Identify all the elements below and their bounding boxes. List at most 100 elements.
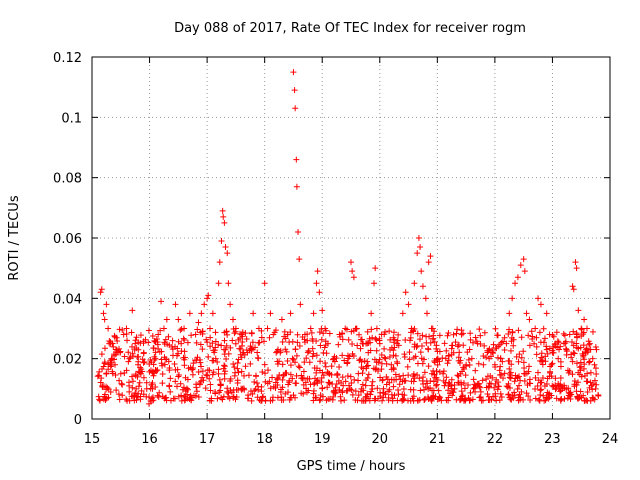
data-point	[538, 350, 545, 357]
data-point	[234, 360, 241, 367]
data-point	[158, 348, 165, 355]
chart-title: Day 088 of 2017, Rate Of TEC Index for r…	[174, 21, 526, 36]
data-point	[448, 376, 455, 383]
data-point	[123, 325, 130, 332]
data-point	[306, 359, 313, 366]
data-point	[383, 373, 390, 380]
data-point	[167, 388, 174, 395]
data-point	[570, 286, 577, 293]
data-point	[533, 351, 540, 358]
data-point	[474, 380, 481, 387]
data-point	[260, 393, 267, 400]
data-point	[198, 310, 205, 317]
data-point	[291, 87, 298, 94]
data-point	[160, 325, 167, 332]
data-point	[511, 378, 518, 385]
data-point	[110, 343, 117, 350]
data-point	[344, 360, 351, 367]
data-point	[255, 339, 262, 346]
data-point	[425, 385, 432, 392]
data-point	[517, 396, 524, 403]
data-point	[366, 335, 373, 342]
data-point	[508, 338, 515, 345]
data-point	[318, 336, 325, 343]
data-point	[300, 368, 307, 375]
data-point	[511, 389, 518, 396]
data-point	[535, 295, 542, 302]
y-tick-label: 0.12	[53, 51, 82, 66]
data-point	[132, 390, 139, 397]
grid-lines	[92, 57, 610, 419]
data-point	[102, 391, 109, 398]
data-point	[163, 316, 170, 323]
data-point	[131, 393, 138, 400]
data-point	[383, 360, 390, 367]
data-point	[407, 334, 414, 341]
data-point	[359, 381, 366, 388]
data-point	[434, 348, 441, 355]
data-point	[222, 368, 229, 375]
data-point	[396, 381, 403, 388]
y-tick-label: 0.08	[53, 172, 82, 187]
data-point	[427, 378, 434, 384]
data-point	[371, 280, 378, 287]
data-point	[365, 349, 372, 356]
data-point	[189, 371, 196, 378]
data-point	[293, 352, 300, 359]
data-point	[583, 325, 590, 332]
data-point	[221, 375, 228, 382]
data-point	[527, 397, 534, 404]
data-point	[97, 289, 104, 296]
data-point	[204, 372, 211, 379]
data-point	[541, 335, 548, 342]
data-point	[117, 370, 124, 377]
data-point	[369, 378, 376, 385]
data-point	[312, 394, 319, 401]
data-point	[262, 378, 269, 385]
data-point	[545, 391, 552, 398]
data-point	[587, 346, 594, 353]
data-point	[393, 358, 400, 365]
data-point	[425, 394, 432, 401]
data-point	[137, 370, 144, 377]
data-point	[377, 389, 384, 396]
data-point	[129, 384, 136, 391]
data-point	[394, 337, 401, 344]
data-point	[232, 325, 239, 332]
data-point	[116, 377, 123, 384]
data-point	[410, 354, 417, 361]
data-point	[238, 368, 245, 375]
data-point	[217, 381, 224, 388]
data-point	[158, 298, 165, 305]
data-point	[251, 379, 258, 386]
data-point	[443, 397, 450, 404]
data-point	[414, 330, 421, 337]
data-point	[508, 361, 515, 368]
data-point	[279, 339, 286, 346]
data-point	[552, 343, 559, 350]
data-point	[388, 391, 395, 398]
data-point	[591, 361, 598, 368]
data-point	[419, 332, 426, 339]
data-point	[507, 375, 514, 382]
data-point	[101, 360, 108, 367]
data-point	[440, 368, 447, 375]
x-tick-label: 20	[372, 432, 389, 447]
data-point	[461, 385, 468, 392]
data-point	[472, 385, 479, 392]
data-point	[204, 295, 211, 302]
data-point	[339, 389, 346, 396]
data-point	[573, 340, 580, 347]
data-point	[222, 244, 229, 251]
data-point	[549, 349, 556, 356]
data-point	[300, 374, 307, 381]
data-point	[497, 390, 504, 397]
data-point	[174, 383, 181, 390]
data-point	[590, 395, 597, 402]
data-point	[494, 386, 501, 393]
data-point	[335, 341, 342, 348]
data-point	[518, 354, 525, 361]
data-point	[267, 310, 274, 317]
data-point	[279, 361, 286, 368]
data-point	[557, 388, 564, 395]
